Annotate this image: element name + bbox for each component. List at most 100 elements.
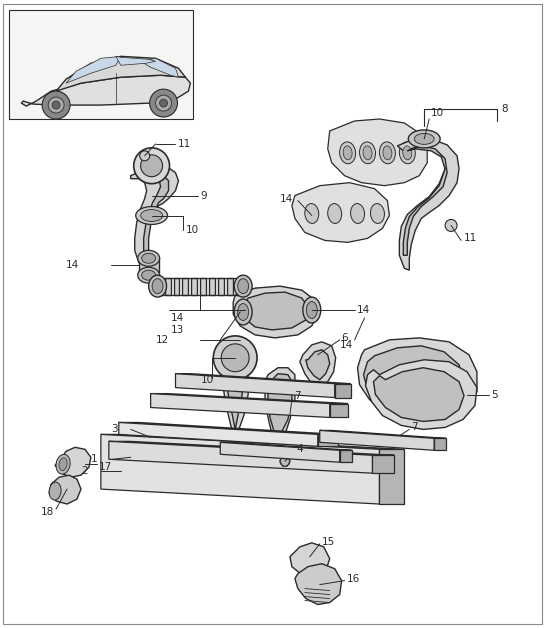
Polygon shape [21, 75, 190, 106]
Polygon shape [116, 57, 156, 65]
Polygon shape [191, 278, 197, 295]
Polygon shape [131, 166, 178, 268]
Ellipse shape [328, 203, 342, 224]
Polygon shape [320, 430, 434, 450]
Text: 18: 18 [41, 507, 55, 517]
Text: 5: 5 [491, 389, 498, 399]
Polygon shape [318, 435, 338, 447]
Polygon shape [219, 278, 224, 295]
Ellipse shape [141, 210, 162, 222]
Ellipse shape [152, 279, 163, 294]
Text: 10: 10 [185, 225, 198, 236]
Ellipse shape [238, 279, 249, 294]
Ellipse shape [142, 253, 156, 263]
Circle shape [134, 148, 169, 183]
Polygon shape [373, 368, 464, 421]
Text: 17: 17 [99, 462, 112, 472]
Polygon shape [119, 423, 338, 435]
Polygon shape [175, 374, 335, 398]
Polygon shape [268, 374, 292, 437]
Text: 14: 14 [66, 260, 79, 270]
Polygon shape [379, 449, 404, 504]
Polygon shape [175, 374, 350, 384]
Ellipse shape [360, 142, 376, 164]
Text: 14: 14 [171, 313, 184, 323]
Polygon shape [222, 356, 248, 441]
Circle shape [221, 344, 249, 372]
Polygon shape [165, 278, 171, 295]
Polygon shape [358, 338, 477, 421]
Ellipse shape [343, 146, 352, 160]
Polygon shape [101, 435, 379, 504]
Ellipse shape [149, 275, 167, 297]
Polygon shape [306, 350, 330, 380]
Text: 1: 1 [91, 454, 98, 464]
Text: 4: 4 [297, 444, 304, 454]
Polygon shape [335, 384, 350, 398]
Circle shape [280, 457, 290, 466]
Ellipse shape [138, 268, 160, 283]
Polygon shape [434, 438, 446, 450]
Text: 8: 8 [501, 104, 507, 114]
Polygon shape [119, 423, 318, 447]
Ellipse shape [234, 275, 252, 297]
Ellipse shape [56, 455, 70, 474]
Polygon shape [364, 346, 463, 411]
Ellipse shape [383, 146, 392, 160]
Polygon shape [183, 278, 189, 295]
Circle shape [141, 155, 162, 176]
Circle shape [156, 95, 172, 111]
Polygon shape [330, 404, 348, 418]
Ellipse shape [408, 130, 440, 148]
Polygon shape [55, 447, 91, 477]
Polygon shape [141, 58, 178, 77]
Text: 2: 2 [81, 466, 88, 476]
Polygon shape [295, 564, 342, 605]
Ellipse shape [142, 270, 156, 280]
Ellipse shape [363, 146, 372, 160]
Polygon shape [366, 360, 477, 430]
Text: 13: 13 [171, 325, 184, 335]
Polygon shape [242, 292, 310, 330]
Polygon shape [150, 394, 348, 404]
Circle shape [140, 151, 150, 161]
Circle shape [48, 97, 64, 113]
Text: 14: 14 [340, 340, 353, 350]
Ellipse shape [414, 133, 434, 144]
Text: 9: 9 [201, 191, 207, 200]
Polygon shape [220, 442, 352, 450]
Polygon shape [226, 364, 242, 430]
Text: 12: 12 [156, 335, 169, 345]
Ellipse shape [403, 146, 412, 160]
Polygon shape [290, 543, 330, 577]
Text: 14: 14 [280, 193, 293, 203]
Text: 10: 10 [431, 108, 444, 118]
Text: 7: 7 [411, 423, 418, 433]
Ellipse shape [234, 299, 252, 325]
Circle shape [213, 336, 257, 380]
Ellipse shape [59, 458, 67, 470]
Polygon shape [320, 430, 446, 438]
Circle shape [150, 89, 178, 117]
Polygon shape [109, 441, 372, 473]
Polygon shape [220, 442, 340, 462]
Polygon shape [372, 455, 395, 473]
Text: 7: 7 [294, 391, 300, 401]
Polygon shape [227, 278, 233, 295]
Polygon shape [403, 146, 447, 256]
Polygon shape [340, 450, 352, 462]
Polygon shape [173, 278, 179, 295]
Text: 15: 15 [322, 537, 335, 547]
Text: 16: 16 [347, 573, 360, 583]
Polygon shape [328, 119, 427, 186]
Polygon shape [138, 257, 159, 276]
Polygon shape [209, 278, 215, 295]
Polygon shape [101, 435, 404, 449]
Ellipse shape [238, 303, 249, 320]
Polygon shape [150, 394, 330, 418]
Ellipse shape [138, 251, 160, 266]
Polygon shape [56, 57, 185, 91]
Text: 11: 11 [178, 139, 191, 149]
Polygon shape [265, 368, 295, 445]
Circle shape [445, 219, 457, 232]
